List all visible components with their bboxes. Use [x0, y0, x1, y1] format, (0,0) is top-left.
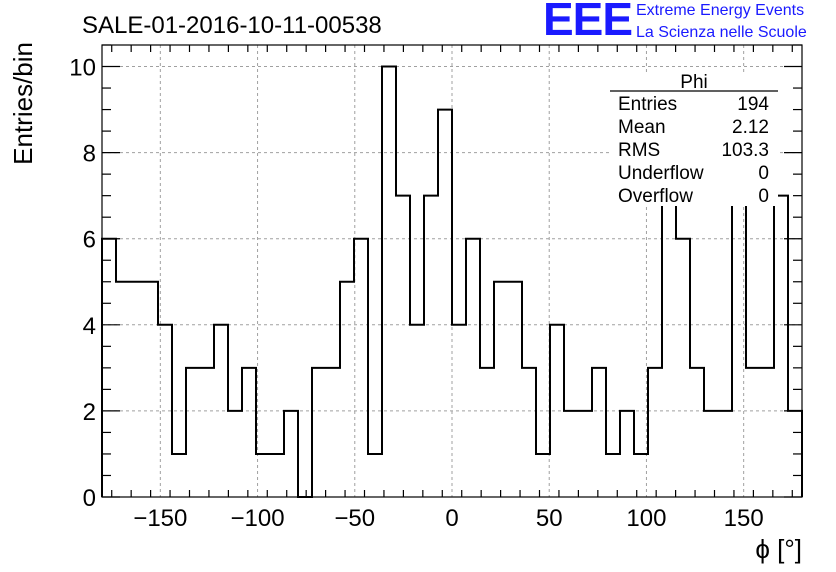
histogram-bin: [396, 196, 410, 497]
histogram-bin: [634, 454, 648, 497]
histogram-bin: [116, 282, 130, 497]
eee-logo: EEE: [543, 0, 633, 45]
x-tick-label: −100: [231, 505, 285, 532]
stats-row-label: RMS: [618, 140, 660, 161]
histogram-bin: [536, 454, 550, 497]
histogram-bin: [648, 368, 662, 497]
stats-row-value: 0: [758, 186, 769, 207]
histogram-bin: [438, 110, 452, 497]
histogram-bin: [718, 411, 732, 497]
histogram-bin: [242, 368, 256, 497]
histogram-outline: [101, 65, 803, 498]
histogram-bin: [676, 239, 690, 497]
histogram-bin: [130, 282, 144, 497]
stats-row-label: Overflow: [618, 186, 693, 207]
logo-line-2: La Scienza nelle Scuole: [636, 24, 807, 41]
histogram-bin: [550, 325, 564, 497]
histogram-bin: [480, 368, 494, 497]
x-tick-label: 50: [536, 505, 563, 532]
stats-box-title: Phi: [680, 72, 707, 93]
histogram-bin: [522, 368, 536, 497]
stats-rows: Entries 194 Mean 2.12 RMS 103.3 Underflow 0 Over…: [618, 94, 769, 207]
x-tick-label: −50: [334, 505, 375, 532]
histogram-bin: [326, 368, 340, 497]
x-tick-label: 0: [445, 505, 458, 532]
histogram-bin: [508, 282, 522, 497]
histogram-bin: [746, 368, 760, 497]
stats-row-label: Underflow: [618, 163, 704, 184]
x-axis-label: ϕ [°]: [755, 534, 802, 564]
histogram-bin: [186, 368, 200, 497]
y-tick-label: 6: [83, 227, 96, 254]
histogram-bin: [214, 325, 228, 497]
histogram-bin: [494, 282, 508, 497]
histogram-bin: [256, 454, 270, 497]
histogram-bin: [410, 325, 424, 497]
logo-line-1: Extreme Energy Events: [636, 2, 805, 19]
histogram-bin: [312, 368, 326, 497]
stats-row-value: 194: [737, 94, 769, 115]
stats-row-value: 2.12: [732, 117, 769, 138]
plot-frame: [101, 44, 803, 498]
histogram-bin: [578, 411, 592, 497]
histogram-bin: [732, 196, 746, 497]
histogram-bin: [382, 67, 396, 497]
stats-row-value: 0: [758, 163, 769, 184]
histogram-bin: [620, 411, 634, 497]
histogram-bin: [704, 411, 718, 497]
histogram-bin: [270, 454, 284, 497]
histogram-bin: [662, 196, 676, 497]
histogram-bin: [592, 368, 606, 497]
chart-title: SALE-01-2016-10-11-00538: [82, 12, 382, 39]
x-tick-label: 150: [724, 505, 764, 532]
x-tick-label: 100: [626, 505, 666, 532]
histogram-bin: [690, 368, 704, 497]
y-axis-label: Entries/bin: [8, 42, 38, 165]
y-tick-label: 0: [83, 485, 96, 512]
histogram-bin: [564, 411, 578, 497]
tick-layer: −150 −100 −50 0 50 100 150 0 2 4 6 8 10: [69, 44, 802, 532]
histogram-bin: [774, 196, 788, 497]
y-tick-label: 2: [83, 399, 96, 426]
stats-box: Phi Entries 194 Mean 2.12 RMS 103.3 Underflow 0…: [610, 72, 778, 207]
histogram-bin: [424, 196, 438, 497]
histogram-bin: [284, 411, 298, 497]
histogram-bin: [200, 368, 214, 497]
y-tick-label: 8: [83, 141, 96, 168]
histogram-bin: [144, 282, 158, 497]
histogram-bin: [354, 239, 368, 497]
stats-row-label: Entries: [618, 94, 677, 115]
stats-row-label: Mean: [618, 117, 666, 138]
histogram-bin: [606, 454, 620, 497]
histogram-bin: [228, 411, 242, 497]
histogram-layer: [101, 65, 803, 498]
y-tick-label: 4: [83, 313, 96, 340]
histogram-bin: [172, 454, 186, 497]
histogram-bin: [760, 368, 774, 497]
stats-row-value: 103.3: [721, 140, 769, 161]
histogram-bin: [368, 454, 382, 497]
histogram-bin: [452, 325, 466, 497]
histogram-bin: [340, 282, 354, 497]
y-tick-label: 10: [69, 55, 96, 82]
histogram-bin: [466, 239, 480, 497]
histogram-bin: [158, 325, 172, 497]
x-tick-label: −150: [133, 505, 187, 532]
